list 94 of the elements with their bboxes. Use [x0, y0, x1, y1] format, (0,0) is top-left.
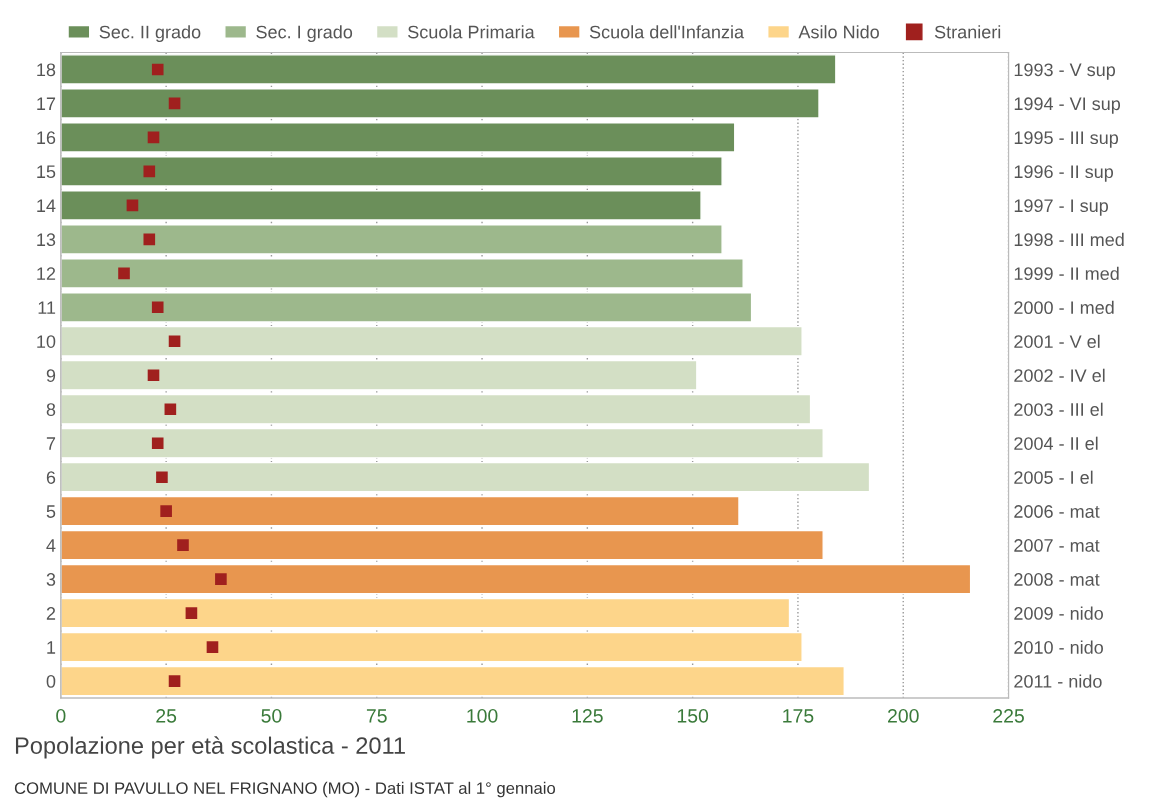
bar — [60, 224, 723, 255]
legend-label: Sec. II grado — [99, 25, 201, 42]
y-tick-label: 10 — [37, 335, 56, 348]
y2-tick-label: 2007 - mat — [1014, 539, 1100, 552]
y2-tick-label: 2008 - mat — [1014, 573, 1100, 586]
bar — [60, 393, 812, 425]
y-tick-label: 8 — [46, 403, 56, 416]
point — [118, 267, 130, 280]
point — [126, 199, 139, 212]
point — [168, 675, 181, 687]
x-tick-label: 225 — [993, 708, 1024, 723]
point — [147, 369, 160, 382]
bar — [60, 529, 824, 561]
bar — [60, 427, 824, 459]
x-tick-label: 125 — [572, 708, 603, 723]
bar — [60, 156, 723, 187]
point — [185, 607, 198, 619]
bar — [60, 461, 871, 493]
legend-label: Scuola Primaria — [408, 25, 535, 39]
bar — [60, 88, 820, 119]
x-tick-label: 75 — [366, 709, 387, 723]
x-tick-label: 175 — [783, 709, 814, 723]
x-tick-label: 25 — [156, 708, 177, 723]
point — [147, 131, 160, 144]
x-tick-label: 0 — [56, 708, 66, 723]
point — [164, 403, 177, 416]
bar — [60, 495, 740, 527]
y2-tick-label: 1993 - V sup — [1014, 63, 1116, 80]
bar — [60, 665, 845, 697]
y-tick-label: 11 — [38, 301, 56, 314]
y-tick-label: 9 — [46, 369, 56, 382]
y-tick-label: 6 — [46, 471, 56, 484]
point — [168, 97, 181, 110]
point — [168, 335, 181, 348]
y-tick-label: 17 — [37, 97, 56, 110]
point — [151, 301, 164, 314]
y-tick-label: 7 — [46, 437, 56, 450]
x-tick-label: 200 — [888, 708, 919, 723]
bar — [60, 291, 753, 323]
y2-tick-label: 2010 - nido — [1014, 640, 1103, 654]
y-tick-label: 3 — [46, 573, 56, 586]
y2-tick-label: 1994 - VI sup — [1014, 97, 1121, 114]
point — [160, 505, 172, 517]
x-tick-label: 100 — [467, 708, 498, 723]
point — [151, 63, 164, 76]
bar — [60, 631, 803, 663]
y2-tick-label: 2000 - I med — [1014, 300, 1114, 315]
legend-label: Scuola dell'Infanzia — [589, 25, 745, 39]
bar — [60, 258, 744, 289]
y2-tick-label: 1995 - III sup — [1014, 131, 1119, 148]
y-tick-label: 12 — [37, 267, 56, 280]
y-tick-label: 14 — [37, 199, 56, 212]
y2-tick-label: 1999 - II med — [1014, 266, 1119, 281]
y2-tick-label: 2011 - nido — [1014, 674, 1102, 688]
y2-tick-label: 2002 - IV el — [1014, 368, 1105, 382]
point — [206, 641, 219, 653]
point — [151, 437, 164, 450]
y2-tick-label: 2003 - III el — [1014, 402, 1103, 416]
bar — [60, 563, 972, 595]
bar — [60, 190, 702, 221]
y2-tick-label: 2006 - mat — [1014, 505, 1100, 518]
y-tick-label: 2 — [46, 607, 56, 620]
y-tick-label: 5 — [46, 505, 56, 518]
y-tick-label: 16 — [37, 131, 56, 145]
y2-tick-label: 2009 - nido — [1014, 606, 1103, 620]
y-tick-label: 18 — [37, 63, 56, 77]
y-tick-label: 1 — [47, 641, 56, 654]
text: COMUNE DI PAVULLO NEL FRIGNANO (MO) - Dati ISTAT al 1° gennaio — [14, 781, 556, 798]
y-tick-label: 13 — [37, 233, 56, 247]
x-tick-label: 150 — [677, 708, 709, 723]
y2-tick-label: 2004 - II el — [1014, 436, 1098, 450]
point — [143, 165, 156, 178]
y-tick-label: 0 — [46, 675, 56, 688]
y2-tick-label: 1997 - I sup — [1014, 199, 1108, 216]
point — [177, 539, 189, 551]
y-tick-label: 4 — [46, 539, 56, 552]
bar — [60, 359, 698, 391]
point — [156, 471, 168, 483]
legend-label: Asilo Nido — [798, 25, 879, 39]
point — [143, 233, 156, 246]
y2-tick-label: 1998 - III med — [1014, 232, 1124, 247]
legend-label: Stranieri — [934, 25, 1001, 39]
y-tick-label: 15 — [37, 165, 56, 179]
bar — [60, 54, 837, 85]
y2-tick-label: 2005 - I el — [1014, 470, 1093, 484]
bar — [60, 325, 803, 357]
bar — [60, 597, 791, 629]
legend-label: Sec. I grado — [256, 25, 353, 42]
y2-tick-label: 2001 - V el — [1014, 334, 1100, 348]
text: Popolazione per età scolastica - 2011 — [15, 736, 405, 759]
x-tick-label: 50 — [261, 708, 282, 723]
bar — [60, 122, 736, 153]
point — [215, 573, 227, 585]
y2-tick-label: 1996 - II sup — [1014, 165, 1114, 182]
